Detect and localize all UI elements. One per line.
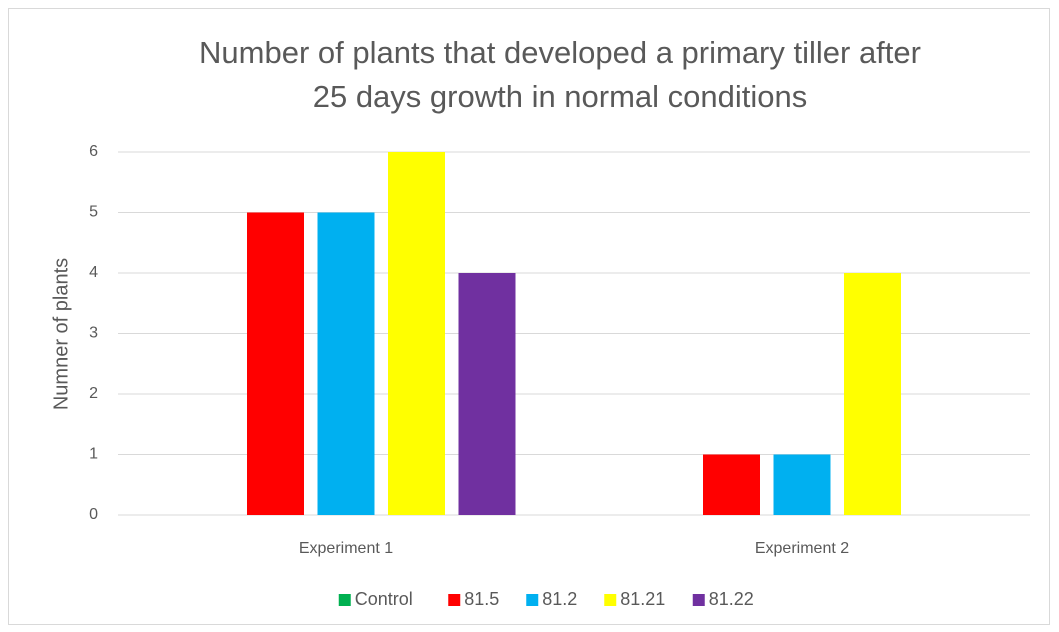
y-tick-label: 1	[89, 446, 98, 463]
x-tick-label: Experiment 1	[299, 540, 393, 557]
legend-swatch	[604, 594, 617, 606]
bar	[773, 454, 831, 515]
legend-label: 81.22	[709, 589, 754, 609]
bar	[388, 152, 445, 515]
legend-swatch	[448, 594, 461, 606]
y-axis-label: Numner of plants	[50, 258, 72, 410]
y-tick-label: 5	[89, 204, 98, 221]
bar	[247, 212, 304, 515]
legend-swatch	[526, 594, 539, 606]
y-tick-label: 0	[89, 506, 98, 523]
legend-label: 81.21	[620, 589, 665, 609]
legend-swatch	[692, 594, 705, 606]
bar	[844, 273, 901, 515]
legend-swatch	[338, 594, 351, 606]
bar	[458, 273, 516, 515]
legend-label: 81.2	[542, 589, 577, 609]
legend-label: 81.5	[464, 589, 499, 609]
y-tick-label: 2	[89, 385, 98, 402]
y-tick-label: 6	[89, 143, 98, 160]
y-tick-label: 4	[89, 264, 98, 281]
x-tick-label: Experiment 2	[755, 540, 849, 557]
bar	[317, 212, 375, 515]
chart-title: Number of plants that developed a primar…	[199, 35, 921, 70]
legend-label: Control	[355, 589, 413, 609]
y-tick-label: 3	[89, 325, 98, 342]
bar	[703, 454, 760, 515]
chart-title: 25 days growth in normal conditions	[313, 79, 808, 114]
